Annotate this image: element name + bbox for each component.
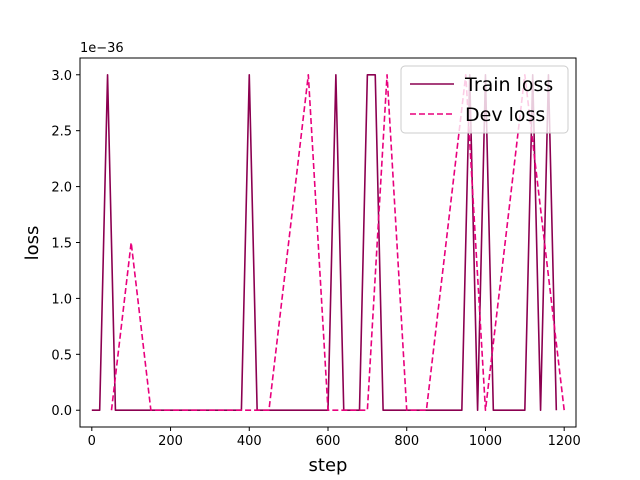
x-tick-label: 200 <box>158 434 183 449</box>
y-tick-label: 0.5 <box>51 348 72 363</box>
x-tick-label: 800 <box>394 434 419 449</box>
y-axis-label: loss <box>22 226 43 261</box>
y-tick-label: 1.5 <box>51 237 72 252</box>
x-axis-ticks: 0 200 400 600 800 1000 1200 <box>88 427 581 449</box>
y-tick-label: 2.0 <box>51 181 72 196</box>
x-tick-label: 600 <box>316 434 341 449</box>
y-tick-label: 1.0 <box>51 292 72 307</box>
x-tick-label: 1200 <box>548 434 581 449</box>
x-tick-label: 400 <box>237 434 262 449</box>
y-tick-label: 0.0 <box>51 404 72 419</box>
x-tick-label: 1000 <box>469 434 502 449</box>
legend-label-train-loss: Train loss <box>464 74 553 96</box>
legend: Train loss Dev loss <box>400 65 569 134</box>
y-offset-label: 1e−36 <box>80 41 124 56</box>
x-tick-label: 0 <box>88 434 96 449</box>
y-tick-label: 3.0 <box>51 69 72 84</box>
legend-box <box>400 65 569 134</box>
plot-lines <box>91 73 565 412</box>
legend-label-dev-loss: Dev loss <box>465 104 545 126</box>
x-axis-label: step <box>309 455 348 476</box>
y-tick-label: 2.5 <box>51 125 72 140</box>
y-axis-ticks: 0.0 0.5 1.0 1.5 2.0 2.5 3.0 <box>51 69 80 419</box>
series-line-dev-loss <box>110 73 565 412</box>
